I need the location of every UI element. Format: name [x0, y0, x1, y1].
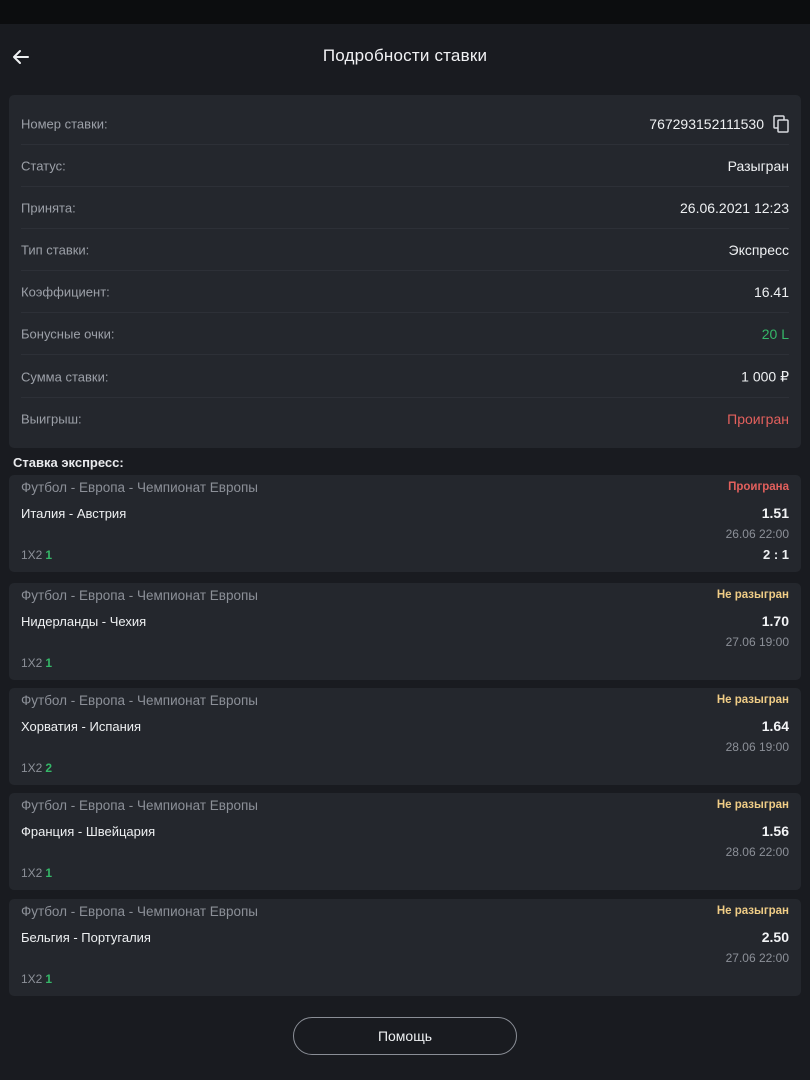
event-status-badge: Не разыгран	[716, 799, 789, 811]
detail-label: Статус:	[21, 158, 66, 173]
accepted-value: 26.06.2021 12:23	[680, 199, 789, 216]
event-card[interactable]: Футбол - Европа - Чемпионат Европы Не ра…	[9, 688, 801, 785]
detail-row-stake: Сумма ставки: 1 000 ₽	[21, 356, 789, 398]
express-section-title: Ставка экспресс:	[13, 455, 124, 470]
bonus-points-value: 20 L	[761, 325, 789, 342]
detail-label: Выигрыш:	[21, 411, 82, 427]
detail-row-accepted: Принята: 26.06.2021 12:23	[21, 187, 789, 229]
event-status-badge: Не разыгран	[716, 694, 789, 706]
help-button[interactable]: Помощь	[293, 1017, 517, 1055]
event-card[interactable]: Футбол - Европа - Чемпионат Европы Проиг…	[9, 475, 801, 572]
detail-label: Тип ставки:	[21, 242, 90, 257]
app-header: Подробности ставки	[0, 24, 810, 90]
detail-label: Принята:	[21, 200, 76, 215]
event-market: 1X2 2	[21, 761, 52, 775]
event-market: 1X2 1	[21, 656, 52, 670]
page-title: Подробности ставки	[322, 46, 488, 65]
market-type: 1X2	[21, 972, 43, 986]
event-score: 2 : 1	[762, 547, 789, 562]
back-button[interactable]	[8, 44, 36, 70]
event-date: 27.06 19:00	[725, 635, 789, 649]
event-market: 1X2 1	[21, 866, 52, 880]
event-status-badge: Проиграна	[728, 481, 789, 493]
system-status-bar	[0, 0, 810, 24]
event-date: 28.06 19:00	[725, 740, 789, 754]
event-outcome: 1	[45, 548, 53, 562]
market-type: 1X2	[21, 548, 43, 562]
detail-row-bet-type: Тип ставки: Экспресс	[21, 229, 789, 271]
detail-row-status: Статус: Разыгран	[21, 145, 789, 187]
detail-label: Номер ставки:	[21, 116, 108, 131]
event-teams: Франция - Швейцария	[21, 824, 156, 839]
event-league: Футбол - Европа - Чемпионат Европы	[21, 693, 258, 708]
bet-number-value[interactable]: 767293152111530	[649, 115, 764, 132]
detail-row-bet-number: Номер ставки: 767293152111530	[21, 103, 789, 145]
event-league: Футбол - Европа - Чемпионат Европы	[21, 480, 258, 495]
detail-label: Сумма ставки:	[21, 369, 109, 384]
event-market: 1X2 1	[21, 548, 52, 562]
event-status-badge: Не разыгран	[716, 905, 789, 917]
event-date: 27.06 22:00	[725, 951, 789, 965]
market-type: 1X2	[21, 761, 43, 775]
event-teams: Бельгия - Португалия	[21, 930, 151, 945]
detail-label: Коэффициент:	[21, 284, 110, 299]
event-odds: 1.70	[761, 613, 789, 629]
stake-value: 1 000 ₽	[741, 368, 789, 384]
event-card[interactable]: Футбол - Европа - Чемпионат Европы Не ра…	[9, 583, 801, 680]
event-league: Футбол - Европа - Чемпионат Европы	[21, 904, 258, 919]
event-league: Футбол - Европа - Чемпионат Европы	[21, 588, 258, 603]
event-odds: 1.51	[761, 505, 789, 521]
event-date: 26.06 22:00	[725, 527, 789, 541]
event-outcome: 1	[45, 656, 53, 670]
event-odds: 1.56	[761, 823, 789, 839]
market-type: 1X2	[21, 866, 43, 880]
event-outcome: 2	[45, 761, 53, 775]
event-outcome: 1	[45, 972, 53, 986]
event-teams: Нидерланды - Чехия	[21, 614, 147, 629]
event-odds: 2.50	[761, 929, 789, 945]
event-odds: 1.64	[761, 718, 789, 734]
event-league: Футбол - Европа - Чемпионат Европы	[21, 798, 258, 813]
event-outcome: 1	[45, 866, 53, 880]
status-value: Разыгран	[727, 157, 789, 174]
event-teams: Хорватия - Испания	[21, 719, 142, 734]
market-type: 1X2	[21, 656, 43, 670]
event-card[interactable]: Футбол - Европа - Чемпионат Европы Не ра…	[9, 899, 801, 996]
arrow-left-icon	[13, 50, 29, 64]
detail-row-coefficient: Коэффициент: 16.41	[21, 271, 789, 313]
copy-icon[interactable]	[773, 114, 789, 133]
winnings-value: Проигран	[727, 411, 789, 427]
event-card[interactable]: Футбол - Европа - Чемпионат Европы Не ра…	[9, 793, 801, 890]
bet-type-value: Экспресс	[728, 241, 790, 258]
detail-label: Бонусные очки:	[21, 326, 115, 341]
event-date: 28.06 22:00	[725, 845, 789, 859]
coefficient-value: 16.41	[753, 283, 789, 300]
detail-row-winnings: Выигрыш: Проигран	[21, 398, 789, 440]
detail-row-bonus-points: Бонусные очки: 20 L	[21, 313, 789, 355]
event-status-badge: Не разыгран	[716, 589, 789, 601]
event-market: 1X2 1	[21, 972, 52, 986]
event-teams: Италия - Австрия	[21, 506, 127, 521]
bet-details-card: Номер ставки: 767293152111530 Статус: Ра…	[9, 95, 801, 448]
